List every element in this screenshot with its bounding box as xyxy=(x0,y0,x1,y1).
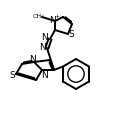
Text: S: S xyxy=(68,30,74,39)
Text: N: N xyxy=(41,72,47,80)
Text: N: N xyxy=(39,43,45,51)
Text: N: N xyxy=(42,33,48,43)
Text: CH₃: CH₃ xyxy=(32,15,44,19)
Text: +: + xyxy=(54,15,60,19)
Text: N: N xyxy=(49,16,55,25)
Text: S: S xyxy=(9,71,15,79)
Text: N: N xyxy=(30,55,36,63)
